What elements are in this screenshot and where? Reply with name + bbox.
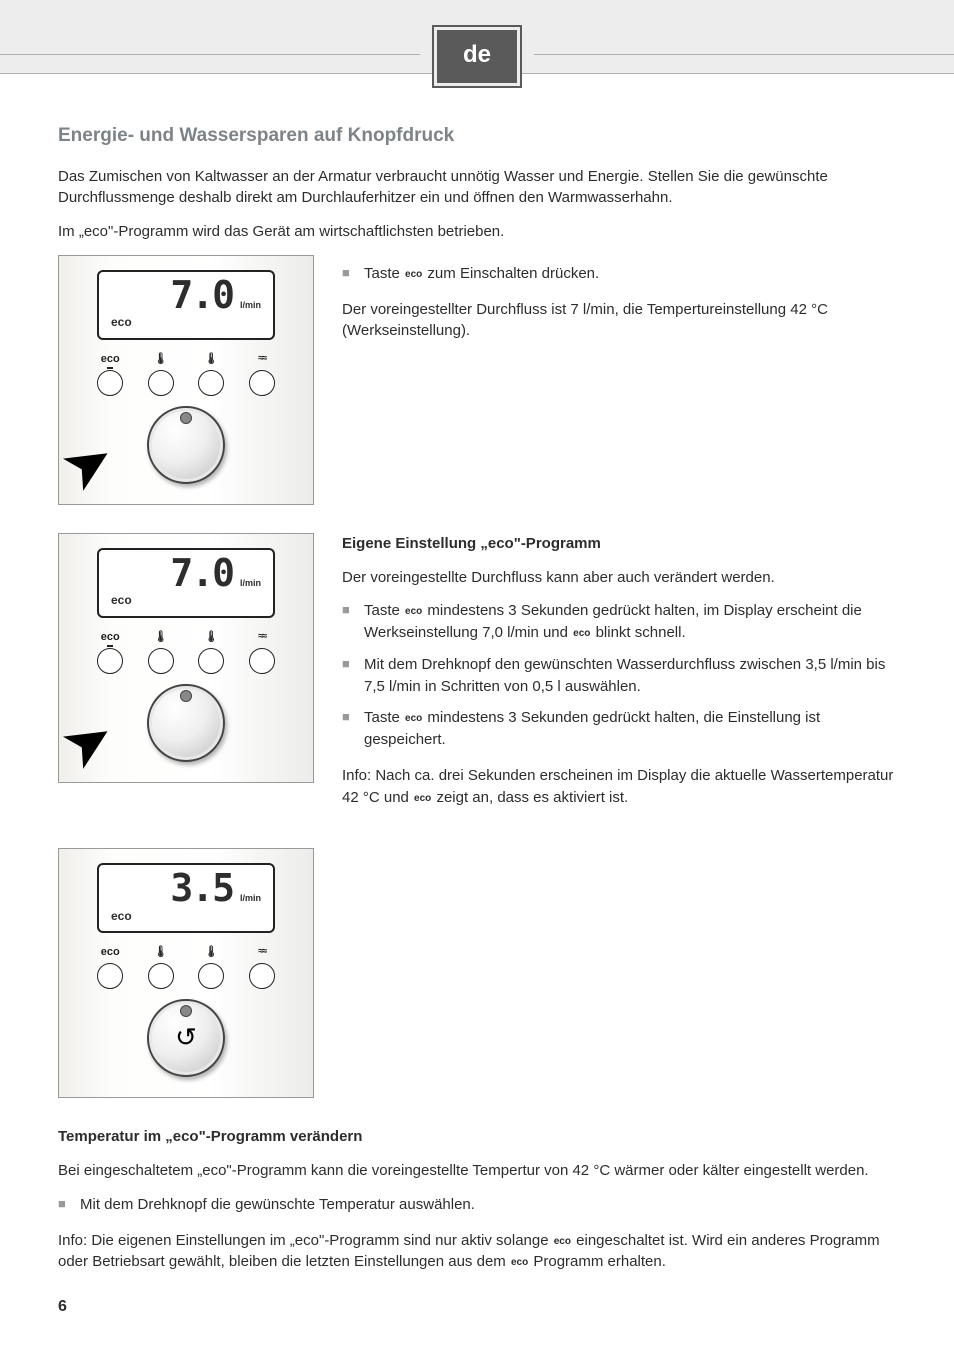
info-paragraph: Info: Die eigenen Einstellungen im „eco"… [58, 1230, 896, 1274]
lcd-unit: l/min [240, 577, 261, 590]
section-heading: Energie- und Wassersparen auf Knopfdruck [58, 122, 896, 150]
instruction-item: Taste eco mindestens 3 Sekunden gedrückt… [342, 600, 896, 644]
wave-icon: ≈≈ [241, 945, 283, 961]
info-paragraph: Info: Nach ca. drei Sekunden erscheinen … [342, 765, 896, 809]
subsection-heading: Eigene Einstellung „eco"-Programm [342, 535, 601, 552]
temp1-button [148, 963, 174, 989]
lcd-eco-indicator: eco [111, 314, 132, 331]
eco-button-label: eco [89, 945, 131, 961]
wave-button [249, 370, 275, 396]
eco-button [97, 370, 123, 396]
wave-icon: ≈≈ [241, 352, 283, 368]
device-diagram-3: 3.5 l/min eco eco 🌡 🌡 ≈≈ ↺ [58, 848, 314, 1098]
button-row: eco 🌡 🌡 ≈≈ [85, 352, 287, 396]
eco-button-label: eco [89, 352, 131, 368]
instruction-item: Mit dem Drehknopf die gewünschte Tempera… [58, 1194, 896, 1216]
thermometer-filled-icon: 🌡 [140, 945, 182, 961]
lcd-eco-indicator: eco [111, 592, 132, 609]
content-row-3: 3.5 l/min eco eco 🌡 🌡 ≈≈ ↺ [58, 848, 896, 1098]
eco-button [97, 963, 123, 989]
pointer-arrow-icon: ➤ [51, 425, 125, 503]
rotate-arrow-icon: ↺ [175, 1019, 197, 1057]
rotary-dial: ↺ [147, 999, 225, 1077]
lcd-unit: l/min [240, 299, 261, 312]
rotary-dial [147, 684, 225, 762]
thermometer-filled-icon: 🌡 [140, 352, 182, 368]
info-paragraph: Der voreingestellter Durchfluss ist 7 l/… [342, 299, 896, 343]
text-column-1: Taste eco zum Einschalten drücken. Der v… [342, 255, 896, 354]
eco-button [97, 648, 123, 674]
text-column-2: Eigene Einstellung „eco"-Programm Der vo… [342, 533, 896, 821]
eco-inline-icon: eco [413, 793, 432, 804]
device-diagram-1: 7.0 l/min eco eco 🌡 🌡 ≈≈ ➤ [58, 255, 314, 505]
content-row-1: 7.0 l/min eco eco 🌡 🌡 ≈≈ ➤ Taste eco zum… [58, 255, 896, 505]
temp2-button [198, 370, 224, 396]
eco-inline-icon: eco [404, 713, 423, 724]
lcd-display: 7.0 l/min eco [97, 270, 275, 340]
temp2-button [198, 963, 224, 989]
wave-icon: ≈≈ [241, 630, 283, 646]
intro-paragraph-1: Das Zumischen von Kaltwasser an der Arma… [58, 166, 896, 210]
wave-button [249, 963, 275, 989]
header-bar: de [0, 0, 954, 74]
temp1-button [148, 370, 174, 396]
eco-inline-icon: eco [553, 1236, 572, 1247]
rotary-dial [147, 406, 225, 484]
device-diagram-2: 7.0 l/min eco eco 🌡 🌡 ≈≈ ➤ [58, 533, 314, 783]
button-row: eco 🌡 🌡 ≈≈ [85, 945, 287, 989]
temp2-button [198, 648, 224, 674]
info-paragraph: Bei eingeschaltetem „eco"-Programm kann … [58, 1160, 896, 1182]
temp1-button [148, 648, 174, 674]
thermometer-outline-icon: 🌡 [190, 630, 232, 646]
info-paragraph: Der voreingestellte Durchfluss kann aber… [342, 567, 896, 589]
lcd-unit: l/min [240, 892, 261, 905]
lcd-display: 3.5 l/min eco [97, 863, 275, 933]
thermometer-filled-icon: 🌡 [140, 630, 182, 646]
lcd-display: 7.0 l/min eco [97, 548, 275, 618]
language-tab: de [437, 30, 517, 83]
wave-button [249, 648, 275, 674]
thermometer-outline-icon: 🌡 [190, 352, 232, 368]
pointer-arrow-icon: ➤ [51, 703, 125, 781]
thermometer-outline-icon: 🌡 [190, 945, 232, 961]
eco-inline-icon: eco [572, 628, 591, 639]
eco-inline-icon: eco [510, 1257, 529, 1268]
content-row-2: 7.0 l/min eco eco 🌡 🌡 ≈≈ ➤ Eigene Einste… [58, 533, 896, 821]
intro-paragraph-2: Im „eco"-Programm wird das Gerät am wirt… [58, 221, 896, 243]
eco-button-label: eco [89, 630, 131, 646]
instruction-item: Mit dem Drehknopf den gewünschten Wasser… [342, 654, 896, 698]
instruction-item: Taste eco zum Einschalten drücken. [342, 263, 896, 285]
eco-inline-icon: eco [404, 606, 423, 617]
eco-inline-icon: eco [404, 269, 423, 280]
button-row: eco 🌡 🌡 ≈≈ [85, 630, 287, 674]
manual-page: de Energie- und Wassersparen auf Knopfdr… [0, 0, 954, 1354]
instruction-item: Taste eco mindestens 3 Sekunden gedrückt… [342, 707, 896, 751]
subsection-heading: Temperatur im „eco"-Programm verändern [58, 1128, 362, 1145]
lcd-eco-indicator: eco [111, 908, 132, 925]
page-number: 6 [58, 1295, 67, 1318]
